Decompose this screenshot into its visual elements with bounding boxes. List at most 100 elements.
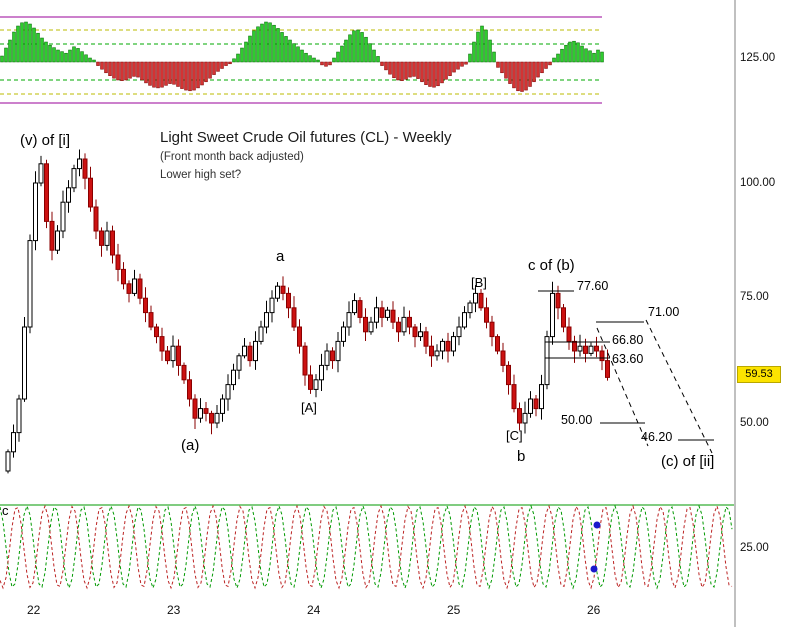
macd-bar	[540, 61, 544, 74]
macd-bar	[404, 61, 408, 80]
price-50-00: 50.00	[561, 413, 593, 427]
candle-body	[176, 345, 181, 366]
macd-bar	[524, 61, 528, 91]
macd-bar	[148, 61, 152, 86]
macd-bar	[268, 22, 272, 63]
candle-body	[269, 297, 275, 314]
candle-body	[588, 345, 594, 354]
candle-body	[22, 326, 27, 400]
candle-body	[352, 300, 357, 314]
last-price-badge: 59.53	[737, 366, 781, 383]
candle-body	[137, 278, 143, 299]
macd-bar	[592, 52, 596, 63]
macd-bar	[276, 28, 280, 63]
macd-bar	[156, 61, 160, 89]
candle-body	[5, 451, 11, 472]
candle-body	[291, 307, 297, 328]
candle-body	[341, 326, 346, 342]
macd-bar	[172, 61, 176, 85]
macd-bar	[336, 51, 340, 63]
macd-bar	[460, 61, 464, 67]
candle-body	[478, 292, 484, 309]
wave-C: [C]	[506, 428, 523, 443]
candle-body	[275, 285, 280, 299]
macd-bar	[76, 48, 80, 63]
macd-bar	[400, 61, 404, 81]
cycle-signal-dot	[590, 565, 598, 573]
macd-bar	[444, 61, 448, 80]
candle-body	[561, 307, 566, 328]
candle-body	[247, 345, 253, 362]
candle-body	[456, 326, 462, 338]
candle-body	[159, 336, 165, 352]
y-axis-label: 125.00	[740, 52, 776, 64]
y-axis-label: 50.00	[740, 417, 769, 429]
candle-body	[605, 360, 610, 378]
macd-bar	[240, 47, 244, 63]
candle-body	[231, 369, 236, 386]
candle-body	[440, 340, 445, 352]
candle-body	[99, 230, 104, 246]
candle-body	[473, 292, 478, 304]
candle-body	[599, 350, 605, 362]
candle-body	[379, 307, 385, 318]
macd-bar	[244, 41, 248, 63]
macd-bar	[368, 43, 372, 63]
macd-bar	[504, 61, 508, 79]
candle-body	[16, 398, 22, 434]
candle-body	[385, 309, 390, 318]
candle-body	[363, 316, 368, 333]
macd-bar	[384, 61, 388, 71]
macd-bar	[376, 56, 380, 63]
macd-bar	[536, 61, 540, 78]
macd-bar	[584, 48, 588, 63]
macd-bar	[600, 51, 604, 63]
candle-body	[550, 292, 555, 338]
macd-bar	[408, 61, 412, 78]
macd-bar	[528, 61, 532, 87]
macd-bar	[120, 61, 124, 81]
macd-bar	[416, 61, 420, 79]
candle-body	[93, 206, 99, 232]
macd-bar	[44, 41, 48, 63]
macd-bar	[132, 61, 136, 77]
candle-body	[143, 297, 148, 314]
macd-bar	[248, 35, 252, 63]
macd-bar	[68, 49, 72, 63]
macd-bar	[0, 55, 4, 63]
macd-bar	[552, 57, 556, 63]
macd-bar	[364, 36, 368, 63]
macd-bar	[380, 61, 384, 66]
macd-bar	[160, 61, 164, 88]
macd-bar	[544, 61, 548, 69]
macd-bar	[500, 61, 504, 74]
x-axis-label: 26	[587, 603, 601, 617]
candle-body	[297, 326, 302, 347]
candle-body	[286, 292, 291, 309]
candle-body	[214, 412, 220, 424]
candle-body	[412, 326, 418, 338]
macd-bar	[284, 36, 288, 63]
candle-body	[429, 345, 434, 357]
macd-bar	[84, 54, 88, 63]
candle-body	[555, 292, 561, 309]
candle-body	[319, 364, 324, 381]
macd-bar	[200, 61, 204, 86]
candle-body	[225, 384, 231, 400]
candle-body	[522, 412, 528, 424]
macd-bar	[548, 61, 552, 66]
candle-body	[528, 398, 533, 414]
macd-bar	[296, 46, 300, 63]
macd-bar	[80, 51, 84, 63]
candle-body	[368, 321, 374, 333]
macd-bar	[228, 61, 232, 65]
macd-bar	[40, 37, 44, 63]
candle-body	[187, 379, 192, 400]
macd-bar	[496, 61, 500, 68]
macd-bar	[220, 61, 224, 69]
macd-bar	[596, 49, 600, 63]
macd-bar	[556, 53, 560, 63]
macd-bar	[564, 44, 568, 63]
macd-bar	[568, 41, 572, 63]
candle-body	[467, 302, 473, 314]
